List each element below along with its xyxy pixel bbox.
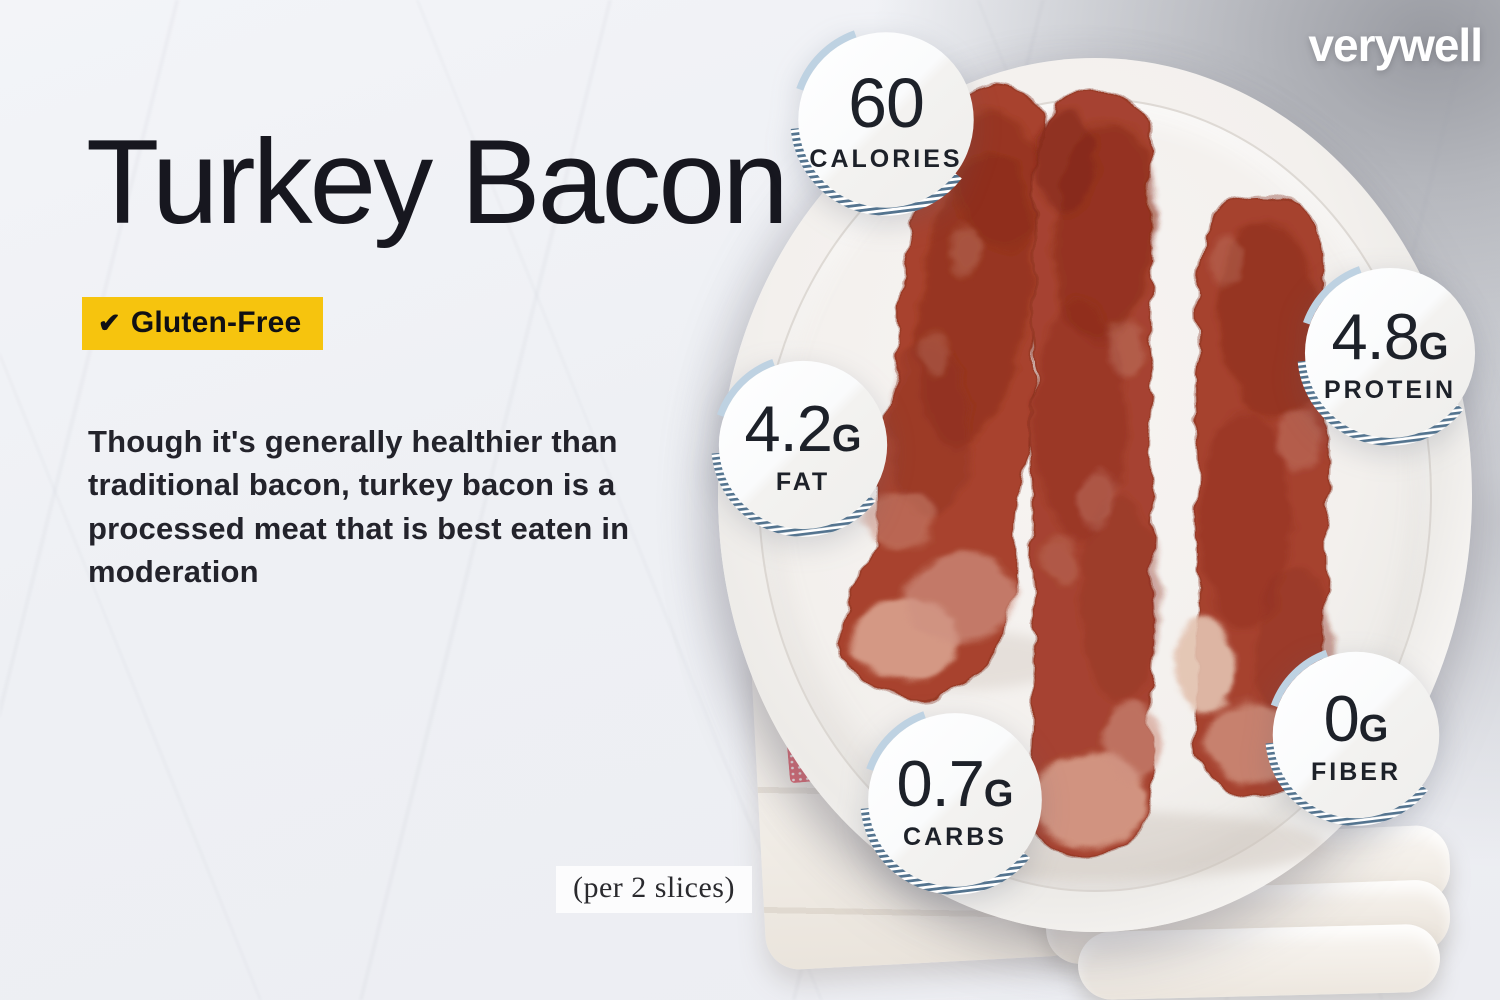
- fact-value: 4.2G: [744, 391, 862, 465]
- fact-label: CALORIES: [809, 145, 963, 173]
- check-icon: ✔: [98, 307, 121, 338]
- gluten-free-label: Gluten-Free: [130, 306, 302, 339]
- fact-ring: [1265, 644, 1447, 826]
- fact-badge-fat: 4.2G FAT: [709, 351, 897, 539]
- fact-value: 0G: [1323, 681, 1389, 755]
- serving-note: (per 2 slices): [556, 866, 752, 913]
- fact-value: 60: [848, 64, 925, 142]
- fact-badge-calories: 60 CALORIES: [788, 22, 984, 218]
- fact-value: 4.8G: [1331, 299, 1449, 373]
- fact-ring: [790, 24, 982, 216]
- description-text: Though it's generally healthier than tra…: [88, 424, 630, 590]
- fact-badge-carbs: 0.7G CARBS: [858, 703, 1052, 897]
- fact-value: 0.7G: [896, 746, 1014, 820]
- gluten-free-badge: ✔ Gluten-Free: [82, 297, 324, 350]
- page-title: Turkey Bacon: [86, 115, 789, 249]
- fact-badge-protein: 4.8G PROTEIN: [1295, 258, 1485, 448]
- fact-ring: [1297, 260, 1483, 446]
- fact-label: FIBER: [1311, 757, 1401, 786]
- fact-ring: [860, 705, 1050, 895]
- fact-label: CARBS: [903, 822, 1007, 851]
- fact-label: FAT: [775, 467, 831, 496]
- verywell-logo: verywell: [1308, 19, 1483, 71]
- fact-label: PROTEIN: [1323, 375, 1457, 404]
- fact-badge-fiber: 0G FIBER: [1263, 642, 1449, 828]
- fact-ring: [711, 353, 895, 537]
